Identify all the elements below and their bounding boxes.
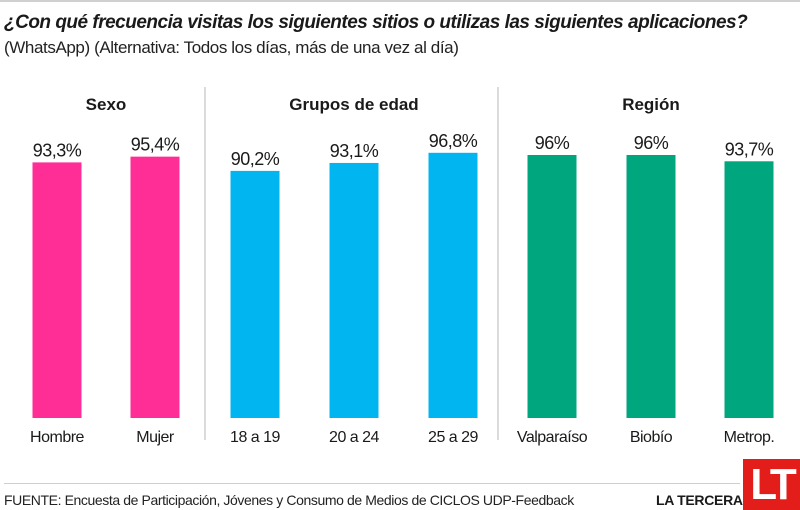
data-label: 93,1% [330, 141, 379, 161]
category-label: Mujer [136, 429, 175, 446]
bar [428, 152, 478, 418]
data-label: 93,7% [725, 139, 774, 159]
bar [724, 161, 774, 419]
bar [32, 162, 82, 418]
category-label: 18 a 19 [230, 429, 280, 446]
bar [329, 162, 379, 418]
brand-name: LA TERCERA [656, 492, 743, 508]
category-label: 25 a 29 [428, 429, 478, 446]
bar-chart: Sexo 93,3% Hombre 95,4% Mujer Grupos de edad 9… [30, 87, 775, 446]
bar [626, 155, 676, 418]
data-label: 96% [535, 133, 570, 153]
bar [130, 156, 180, 419]
bar [230, 170, 280, 418]
group-title: Sexo [86, 95, 127, 114]
data-label: 96% [634, 133, 669, 153]
footer-rule [4, 483, 740, 484]
bar [527, 155, 577, 418]
chart-title: ¿Con qué frecuencia visitas los siguient… [4, 12, 748, 33]
category-label: Hombre [30, 429, 85, 446]
category-label: 20 a 24 [329, 429, 379, 446]
data-label: 93,3% [33, 140, 82, 160]
category-label: Biobío [630, 429, 673, 446]
brand-logo: LT [743, 459, 800, 510]
source-note: FUENTE: Encuesta de Participación, Jóven… [4, 492, 574, 508]
data-label: 96,8% [429, 131, 478, 151]
category-label: Metrop. [724, 429, 775, 446]
chart-subtitle: (WhatsApp) (Alternativa: Todos los días,… [4, 38, 459, 57]
category-label: Valparaíso [517, 429, 588, 446]
group-title: Región [622, 95, 680, 114]
data-label: 90,2% [231, 149, 280, 169]
data-label: 95,4% [131, 135, 180, 155]
group-title: Grupos de edad [289, 95, 418, 114]
top-rule [0, 0, 800, 2]
